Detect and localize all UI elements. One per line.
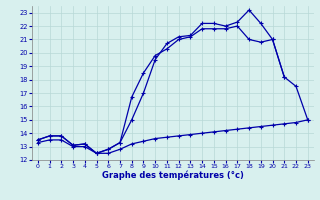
X-axis label: Graphe des températures (°c): Graphe des températures (°c) <box>102 171 244 180</box>
